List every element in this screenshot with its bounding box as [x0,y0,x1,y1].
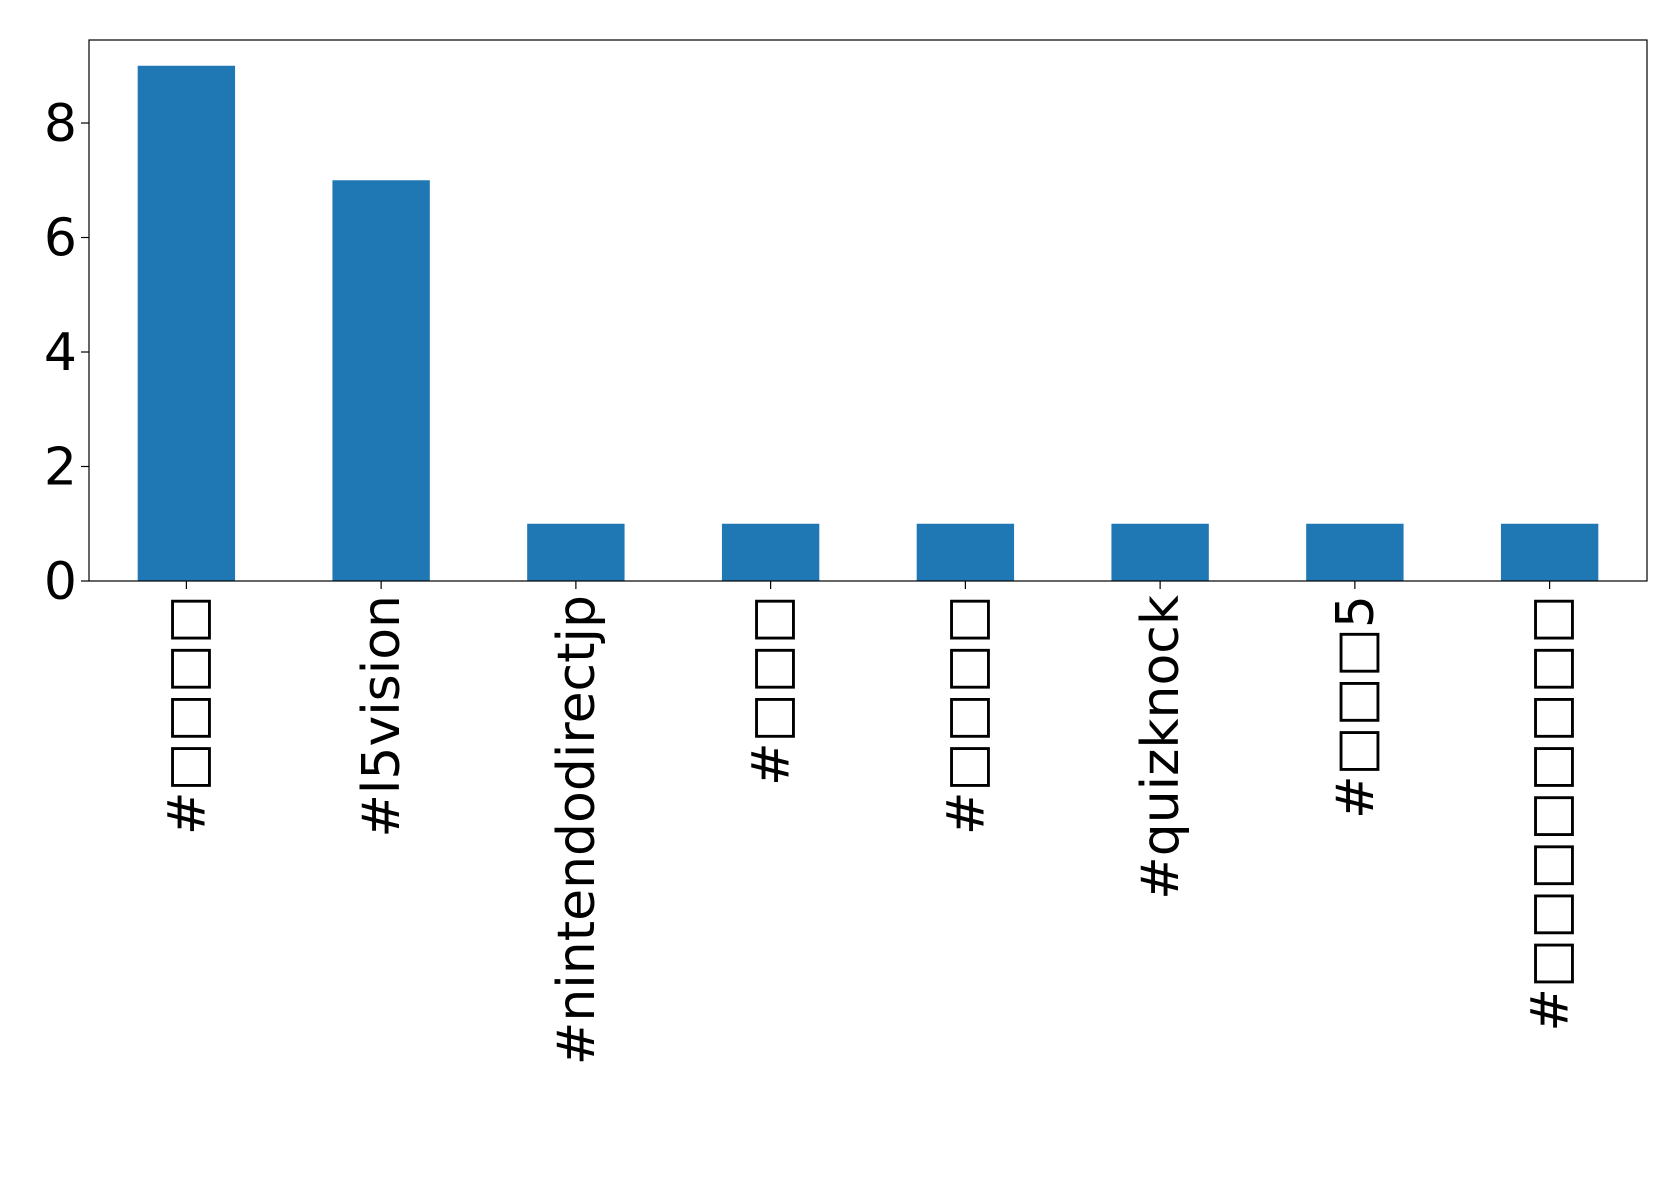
x-tick-label: #□□□ [742,595,802,786]
y-tick-label: 4 [44,323,77,383]
x-tick-label: #□□□□□□□□ [1521,595,1581,1032]
bar [332,180,430,581]
bar [1111,523,1209,581]
bar [1306,523,1404,581]
x-tick-label: #nintendodirectjp [547,595,607,1065]
x-tick-label: #□□□5 [1326,595,1386,819]
y-tick-label: 2 [44,438,77,498]
bar [721,523,820,581]
y-tick-label: 6 [44,209,77,269]
y-tick-label: 0 [44,552,77,612]
x-tick-label: #l5vision [352,595,412,838]
bar [1500,523,1599,581]
x-tick-label: #□□□□ [157,595,217,835]
x-tick-label: #quizknock [1131,595,1191,900]
bar [916,523,1015,581]
y-tick-label: 8 [44,94,77,154]
plot-frame [88,39,1648,582]
bar [137,65,236,581]
x-tick-label: #□□□□ [936,595,996,835]
bar [527,523,625,581]
